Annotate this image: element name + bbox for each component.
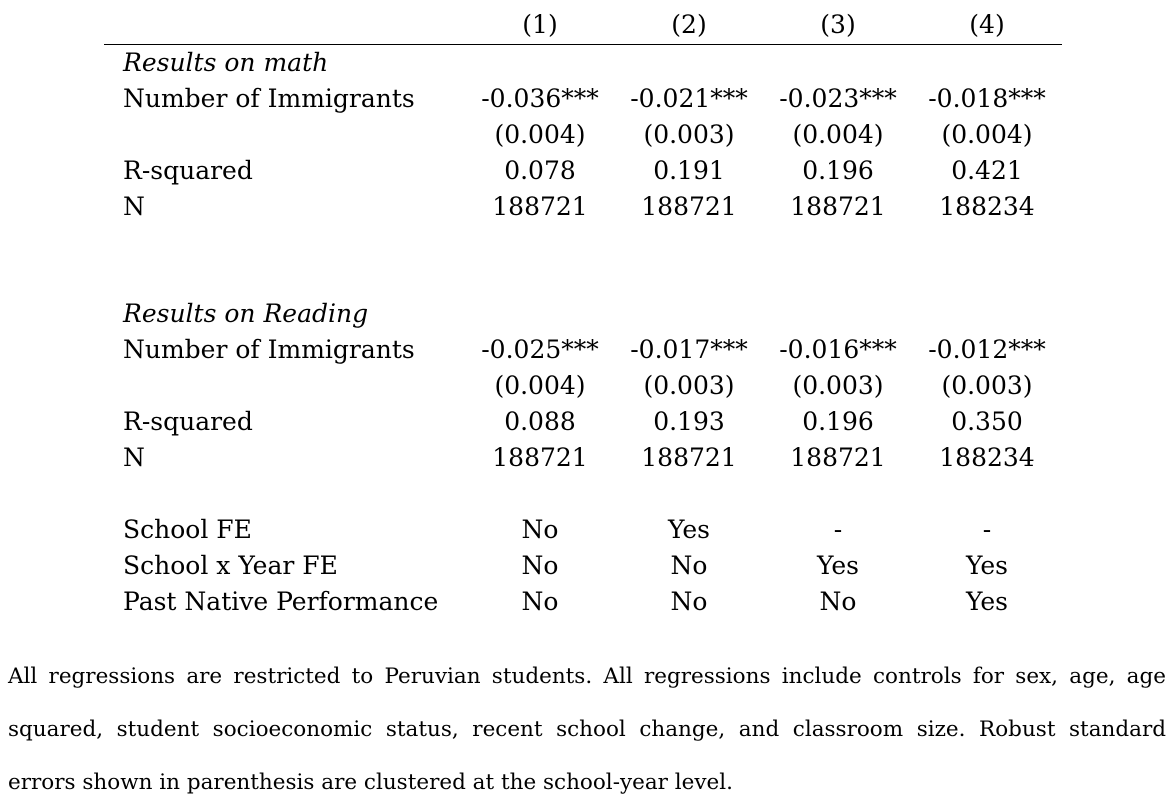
control-past-native-col1: No (521, 587, 559, 616)
control-school-fe-col2: Yes (668, 515, 710, 544)
reading-se-col2: (0.003) (643, 371, 735, 400)
math-rsq-col4: 0.421 (951, 156, 1023, 185)
column-header-row: (1) (2) (3) (4) (104, 0, 1062, 45)
row-label: School FE (123, 515, 252, 544)
control-school-fe-col3: - (833, 515, 843, 544)
row-label: N (123, 443, 145, 472)
control-past-native-col2: No (670, 587, 708, 616)
reading-coef-col2: -0.017*** (630, 335, 748, 364)
control-row-past-native-performance: Past Native Performance No No No Yes (104, 584, 1062, 620)
math-coef-col1: -0.036*** (481, 84, 599, 113)
math-se-col1: (0.004) (494, 120, 586, 149)
reading-coef-col3: -0.016*** (779, 335, 897, 364)
reading-se-col3: (0.003) (792, 371, 884, 400)
math-section-header: Results on math (104, 45, 1062, 81)
control-school-fe-col4: - (982, 515, 992, 544)
math-n-col3: 188721 (790, 192, 886, 221)
reading-rsq-col2: 0.193 (653, 407, 725, 436)
column-header-3: (3) (820, 10, 856, 39)
control-school-year-fe-col1: No (521, 551, 559, 580)
reading-se-col4: (0.003) (941, 371, 1033, 400)
math-coef-col4: -0.018*** (928, 84, 1046, 113)
reading-rsq-col1: 0.088 (504, 407, 576, 436)
row-label: Past Native Performance (123, 587, 439, 616)
reading-coef-col1: -0.025*** (481, 335, 599, 364)
control-school-year-fe-col2: No (670, 551, 708, 580)
math-se-col4: (0.004) (941, 120, 1033, 149)
regression-table: (1) (2) (3) (4) Results on math Number o… (104, 0, 1062, 620)
column-header-4: (4) (969, 10, 1005, 39)
reading-n-col2: 188721 (641, 443, 737, 472)
reading-se-row: (0.004) (0.003) (0.003) (0.003) (104, 368, 1062, 404)
row-label: N (123, 192, 145, 221)
math-rsq-col2: 0.191 (653, 156, 725, 185)
row-label: R-squared (123, 156, 253, 185)
control-row-school-year-fe: School x Year FE No No Yes Yes (104, 548, 1062, 584)
row-label: Number of Immigrants (123, 335, 415, 364)
math-se-col3: (0.004) (792, 120, 884, 149)
section-spacer (104, 476, 1062, 512)
math-section-label: Results on math (123, 48, 329, 77)
math-rsq-col1: 0.078 (504, 156, 576, 185)
control-row-school-fe: School FE No Yes - - (104, 512, 1062, 548)
column-header-1: (1) (522, 10, 558, 39)
math-n-col1: 188721 (492, 192, 588, 221)
math-n-row: N 188721 188721 188721 188234 (104, 189, 1062, 225)
reading-section-header: Results on Reading (104, 296, 1062, 332)
math-n-col4: 188234 (939, 192, 1035, 221)
reading-rsq-col4: 0.350 (951, 407, 1023, 436)
control-school-fe-col1: No (521, 515, 559, 544)
math-coef-row: Number of Immigrants -0.036*** -0.021***… (104, 81, 1062, 117)
reading-rsquared-row: R-squared 0.088 0.193 0.196 0.350 (104, 404, 1062, 440)
math-coef-col2: -0.021*** (630, 84, 748, 113)
reading-coef-row: Number of Immigrants -0.025*** -0.017***… (104, 332, 1062, 368)
section-spacer (104, 225, 1062, 296)
column-header-2: (2) (671, 10, 707, 39)
reading-n-row: N 188721 188721 188721 188234 (104, 440, 1062, 476)
reading-se-col1: (0.004) (494, 371, 586, 400)
math-rsq-col3: 0.196 (802, 156, 874, 185)
reading-coef-col4: -0.012*** (928, 335, 1046, 364)
reading-n-col1: 188721 (492, 443, 588, 472)
control-school-year-fe-col3: Yes (817, 551, 859, 580)
table-footnote: All regressions are restricted to Peruvi… (8, 663, 1166, 795)
math-n-col2: 188721 (641, 192, 737, 221)
row-label: School x Year FE (123, 551, 338, 580)
reading-n-col3: 188721 (790, 443, 886, 472)
row-label: R-squared (123, 407, 253, 436)
control-past-native-col4: Yes (966, 587, 1008, 616)
math-se-col2: (0.003) (643, 120, 735, 149)
math-coef-col3: -0.023*** (779, 84, 897, 113)
reading-rsq-col3: 0.196 (802, 407, 874, 436)
math-se-row: (0.004) (0.003) (0.004) (0.004) (104, 117, 1062, 153)
reading-n-col4: 188234 (939, 443, 1035, 472)
control-school-year-fe-col4: Yes (966, 551, 1008, 580)
control-past-native-col3: No (819, 587, 857, 616)
reading-section-label: Results on Reading (123, 299, 369, 328)
math-rsquared-row: R-squared 0.078 0.191 0.196 0.421 (104, 153, 1062, 189)
row-label: Number of Immigrants (123, 84, 415, 113)
